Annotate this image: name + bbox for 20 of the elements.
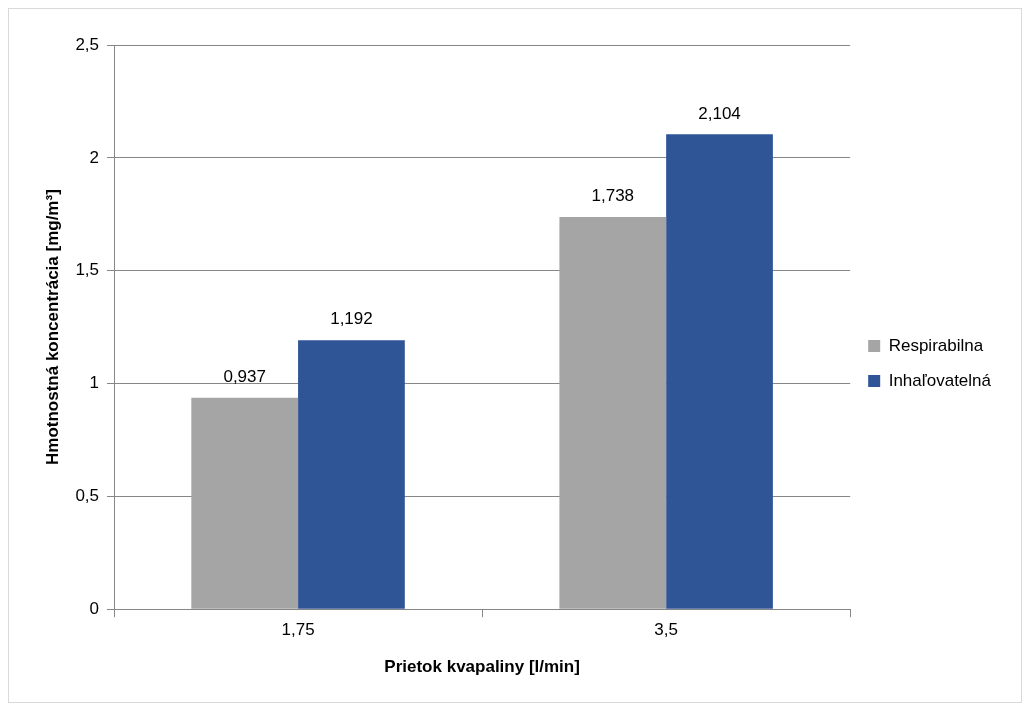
data-label: 1,738 — [591, 186, 635, 206]
y-axis-title: Hmotnostná koncentrácia [mg/m³] — [42, 189, 62, 466]
data-label: 2,104 — [698, 103, 741, 123]
data-label: 1,192 — [330, 309, 373, 329]
y-tick-label: 1,5 — [75, 260, 100, 280]
y-tick-label: 0,5 — [75, 486, 100, 506]
x-tick-label: 1,75 — [281, 620, 315, 640]
x-tick-label: 3,5 — [654, 620, 678, 640]
bar — [191, 397, 299, 609]
y-tick-label: 2 — [89, 147, 100, 167]
x-axis-title: Prietok kvapaliny [l/min] — [384, 657, 580, 677]
bar — [666, 134, 773, 609]
data-label: 0,937 — [223, 366, 266, 386]
y-tick-label: 1 — [89, 373, 100, 393]
bar — [559, 216, 667, 609]
legend-label: Inhaľovatelná — [888, 370, 992, 390]
bar — [298, 340, 405, 609]
legend-label: Respirabilna — [888, 335, 984, 355]
y-tick-label: 2,5 — [75, 34, 100, 54]
y-tick-label: 0 — [89, 598, 100, 618]
